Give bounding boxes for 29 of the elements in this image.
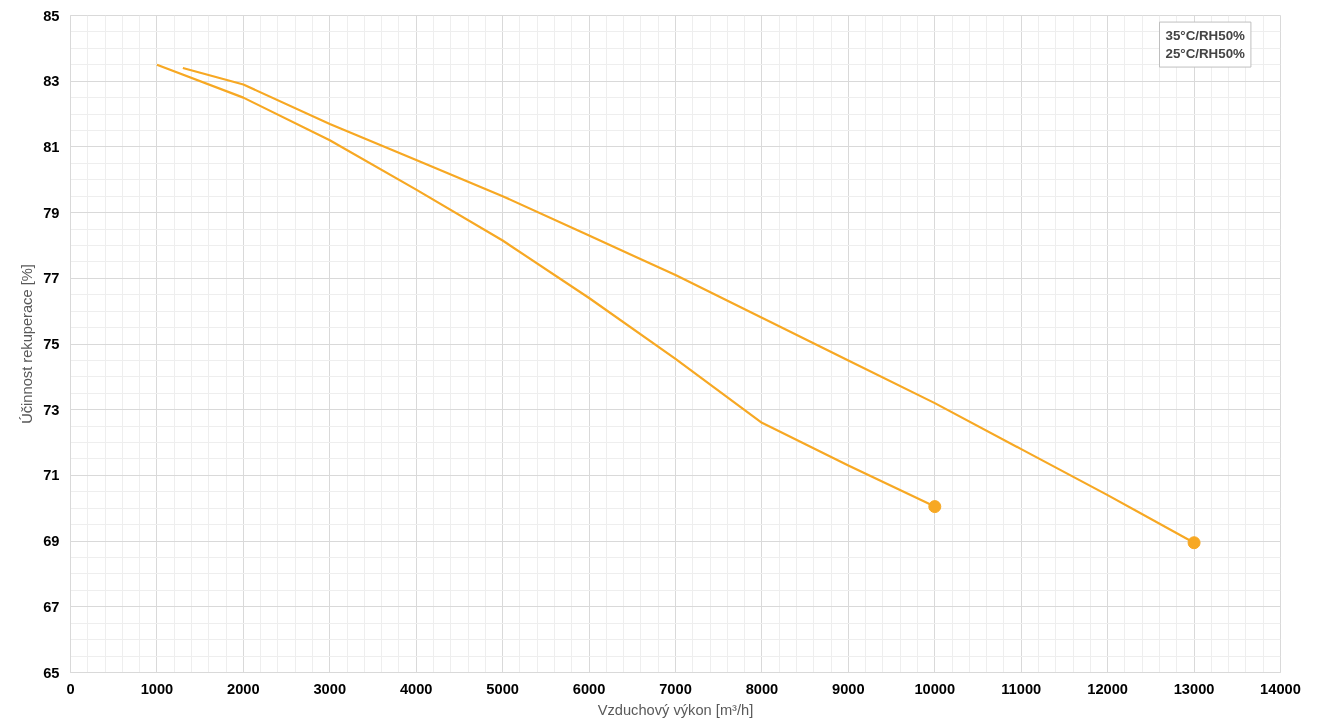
x-tick-label: 4000	[399, 680, 433, 697]
x-tick-label: 11000	[1001, 680, 1042, 697]
y-tick-label: 69	[43, 533, 60, 550]
y-tick-label: 77	[43, 270, 60, 287]
y-tick-label: 85	[43, 7, 60, 24]
x-axis-title: Vzduchový výkon [m³/h]	[597, 701, 754, 718]
y-tick-label: 67	[43, 598, 60, 615]
y-tick-label: 71	[43, 467, 60, 484]
x-tick-label: 3000	[313, 680, 347, 697]
x-tick-label: 7000	[659, 680, 692, 697]
x-tick-label: 13000	[1173, 680, 1215, 697]
y-tick-label: 73	[43, 401, 60, 418]
x-tick-label: 2000	[227, 680, 260, 697]
x-tick-label: 9000	[832, 680, 865, 697]
y-axis-title: Účinnost rekuperace [%]	[19, 264, 36, 424]
x-tick-label: 0	[66, 680, 75, 697]
annotation: 35°C/RH50% 25°C/RH50%	[1165, 28, 1246, 62]
y-tick-label: 81	[43, 138, 60, 155]
y-tick-label: 79	[43, 204, 60, 221]
x-tick-label: 8000	[745, 680, 779, 697]
x-tick-label: 14000	[1260, 680, 1301, 697]
x-tick-label: 12000	[1087, 680, 1129, 697]
x-tick-label: 10000	[914, 680, 956, 697]
y-tick-label: 65	[43, 664, 60, 681]
y-tick-label: 75	[43, 336, 60, 352]
y-tick-label: 83	[43, 73, 60, 90]
x-tick-label: 5000	[486, 680, 519, 697]
x-tick-label: 6000	[572, 680, 606, 697]
x-tick-label: 1000	[140, 680, 174, 697]
